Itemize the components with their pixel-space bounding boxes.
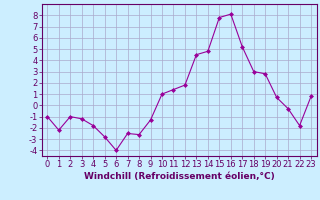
X-axis label: Windchill (Refroidissement éolien,°C): Windchill (Refroidissement éolien,°C) — [84, 172, 275, 181]
